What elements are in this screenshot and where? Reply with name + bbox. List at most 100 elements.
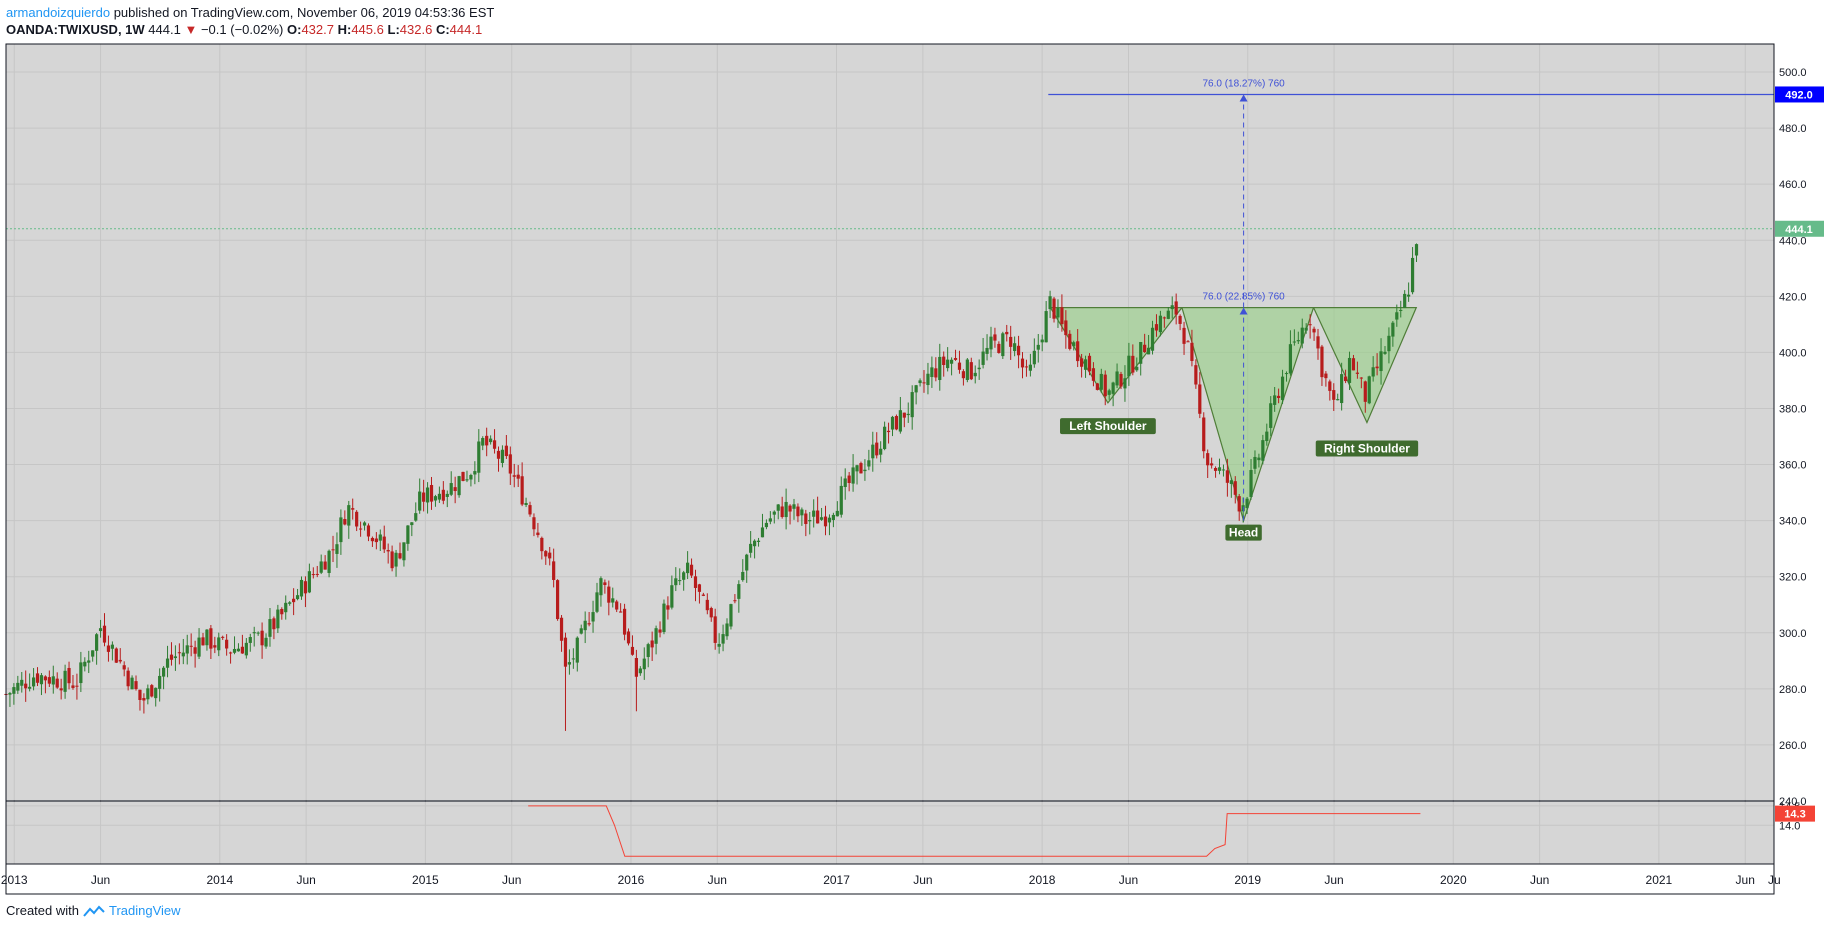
candle-body: [1091, 368, 1096, 381]
candle-body: [1190, 342, 1194, 361]
candle-body: [106, 645, 111, 652]
candle-body: [445, 493, 449, 497]
candle-body: [989, 336, 993, 350]
target-price-label: 492.0: [1785, 89, 1813, 101]
pattern-label: Left Shoulder: [1069, 419, 1147, 433]
candle-body: [1280, 376, 1285, 400]
x-tick-label: 2020: [1440, 873, 1467, 887]
candle-body: [232, 648, 237, 653]
indicator-line: [528, 805, 1421, 857]
candle-body: [303, 581, 308, 594]
interval[interactable]: 1W: [125, 22, 145, 37]
candle-body: [1048, 296, 1052, 310]
x-tick-label: 2015: [412, 873, 439, 887]
candle-body: [654, 628, 658, 644]
x-tick-label: 2021: [1646, 873, 1673, 887]
candle-body: [993, 334, 997, 341]
pattern-label: Head: [1229, 526, 1258, 540]
candle-body: [827, 517, 832, 523]
candle-body: [1099, 373, 1103, 390]
y-tick-label: 320.0: [1779, 572, 1807, 584]
candle-body: [1233, 481, 1237, 495]
candle-body: [217, 637, 221, 651]
candle-body: [1229, 480, 1233, 484]
candle-body: [559, 617, 564, 641]
close-label: C:: [435, 22, 450, 37]
candle-body: [902, 412, 906, 418]
candle-body: [583, 620, 587, 631]
candle-body: [1107, 390, 1111, 395]
candle-body: [745, 554, 749, 571]
x-tick-label: Jun: [91, 873, 110, 887]
candle-body: [489, 438, 493, 443]
candle-body: [158, 675, 162, 689]
candle-body: [1005, 331, 1009, 335]
candle-body: [792, 504, 796, 509]
candle-body: [295, 595, 300, 600]
candle-body: [390, 551, 394, 569]
candle-body: [650, 640, 654, 648]
candle-body: [646, 644, 650, 657]
tradingview-link[interactable]: TradingView: [108, 903, 181, 918]
candle-body: [292, 598, 296, 603]
candle-body: [630, 646, 635, 655]
candle-body: [1217, 467, 1222, 471]
candle-body: [949, 359, 954, 364]
candle-body: [756, 540, 761, 542]
measure-label: 76.0 (18.27%) 760: [1202, 78, 1285, 89]
candle-body: [615, 601, 619, 610]
candle-body: [307, 571, 311, 593]
candle-body: [319, 561, 323, 573]
candle-body: [879, 448, 883, 455]
candle-body: [977, 367, 981, 370]
indicator-pane-background[interactable]: [6, 802, 1774, 864]
candle-body: [906, 413, 910, 416]
price-axis[interactable]: [1774, 44, 1828, 864]
candle-body: [1146, 347, 1151, 355]
candle-body: [1052, 298, 1056, 319]
candle-body: [619, 611, 623, 613]
candle-body: [114, 648, 118, 663]
current-price-badge: [1775, 220, 1824, 237]
candle-body: [457, 476, 461, 496]
candle-body: [1009, 336, 1013, 347]
main-pane-background[interactable]: [6, 44, 1774, 800]
candle-body: [461, 471, 465, 481]
candle-body: [1288, 344, 1293, 374]
candle-body: [540, 537, 544, 552]
symbol-name[interactable]: OANDA:TWIXUSD: [6, 22, 118, 37]
head-and-shoulders-pattern[interactable]: [1049, 306, 1418, 523]
x-tick-label: Jun: [1530, 873, 1549, 887]
candle-body: [433, 496, 438, 501]
candle-body: [859, 463, 863, 474]
candle-body: [847, 475, 851, 483]
candle-body: [1257, 457, 1261, 461]
candle-body: [1300, 327, 1304, 344]
candle-body: [1265, 431, 1269, 442]
candle-body: [55, 678, 59, 688]
tradingview-logo-icon[interactable]: [83, 905, 105, 917]
candle-body: [658, 629, 662, 633]
y-tick-label: 460.0: [1779, 179, 1807, 191]
candle-body: [1036, 344, 1040, 350]
candles: [4, 243, 1419, 731]
candle-body: [35, 673, 40, 683]
candle-body: [752, 540, 757, 547]
candle-body: [678, 580, 682, 582]
candle-body: [276, 609, 280, 629]
candle-body: [1174, 301, 1178, 315]
x-tick-label: Jun: [502, 873, 521, 887]
candle-body: [693, 576, 698, 588]
candle-body: [1355, 372, 1360, 374]
candle-body: [1379, 351, 1383, 372]
candle-body: [24, 683, 28, 689]
candle-body: [926, 373, 930, 386]
candle-body: [741, 571, 745, 581]
x-tick-label: 2013: [1, 873, 28, 887]
candle-body: [236, 648, 241, 652]
candle-body: [374, 538, 378, 543]
candle-body: [1072, 342, 1076, 347]
x-tick-label: 2019: [1234, 873, 1261, 887]
author-link[interactable]: armandoizquierdo: [6, 5, 111, 20]
